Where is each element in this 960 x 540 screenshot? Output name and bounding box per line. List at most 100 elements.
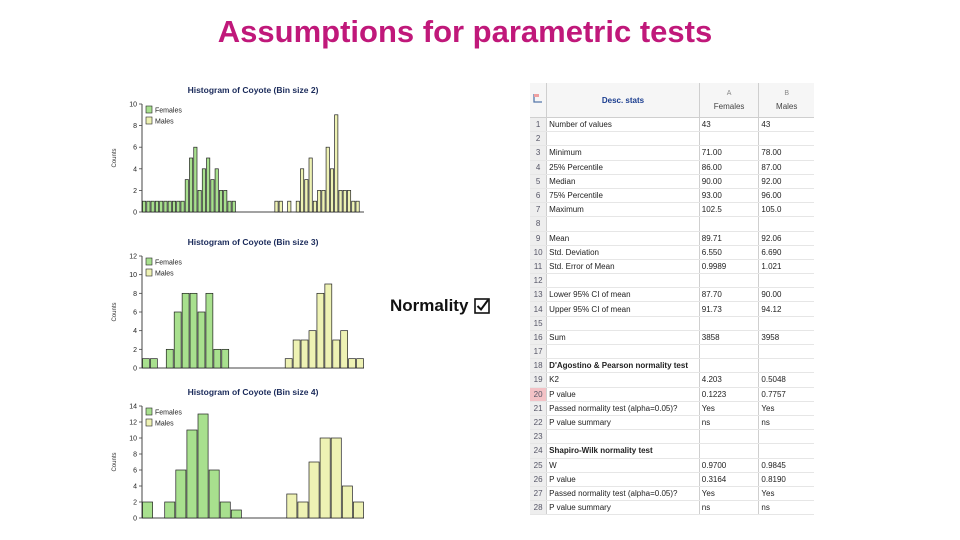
value-males[interactable]: 92.00	[758, 174, 814, 189]
value-females[interactable]: 4.203	[699, 372, 760, 388]
value-females[interactable]: 0.9989	[699, 259, 760, 275]
row-label[interactable]	[546, 273, 700, 289]
row-number[interactable]: 7	[530, 202, 548, 218]
value-females[interactable]: Yes	[699, 486, 760, 502]
row-label[interactable]: Upper 95% CI of mean	[546, 301, 700, 317]
value-females[interactable]: 89.71	[699, 231, 760, 246]
row-number[interactable]: 27	[530, 486, 548, 502]
row-number[interactable]: 12	[530, 273, 548, 289]
row-number[interactable]: 9	[530, 231, 548, 246]
row-label[interactable]: P value summary	[546, 500, 700, 516]
column-a-header[interactable]: A Females	[699, 83, 760, 118]
row-number[interactable]: 15	[530, 316, 548, 331]
row-number[interactable]: 18	[530, 358, 548, 374]
value-males[interactable]	[758, 443, 814, 459]
value-females[interactable]	[699, 316, 760, 331]
row-label[interactable]	[546, 344, 700, 360]
row-number[interactable]: 10	[530, 245, 548, 260]
value-females[interactable]: 102.5	[699, 202, 760, 218]
row-label[interactable]: Passed normality test (alpha=0.05)?	[546, 401, 700, 416]
row-number[interactable]: 1	[530, 117, 548, 133]
value-males[interactable]: 105.0	[758, 202, 814, 218]
value-males[interactable]: 0.8190	[758, 472, 814, 487]
value-females[interactable]: 87.70	[699, 287, 760, 303]
row-label[interactable]	[546, 316, 700, 331]
row-label[interactable]: 25% Percentile	[546, 160, 700, 175]
value-females[interactable]: 3858	[699, 330, 760, 346]
value-females[interactable]: 6.550	[699, 245, 760, 260]
row-number[interactable]: 22	[530, 415, 548, 431]
value-females[interactable]	[699, 358, 760, 374]
row-number[interactable]: 5	[530, 174, 548, 189]
value-females[interactable]: 0.3164	[699, 472, 760, 487]
row-label[interactable]: K2	[546, 372, 700, 388]
value-males[interactable]: 6.690	[758, 245, 814, 260]
value-males[interactable]: ns	[758, 415, 814, 431]
value-females[interactable]	[699, 443, 760, 459]
row-number[interactable]: 20	[530, 387, 548, 402]
row-number[interactable]: 16	[530, 330, 548, 346]
row-label[interactable]: Mean	[546, 231, 700, 246]
value-males[interactable]: 0.5048	[758, 372, 814, 388]
value-females[interactable]: 90.00	[699, 174, 760, 189]
row-label[interactable]: Passed normality test (alpha=0.05)?	[546, 486, 700, 502]
value-females[interactable]: 0.1223	[699, 387, 760, 402]
column-b-header[interactable]: B Males	[758, 83, 814, 118]
row-label[interactable]: D'Agostino & Pearson normality test	[546, 358, 700, 374]
row-number[interactable]: 14	[530, 301, 548, 317]
value-females[interactable]: ns	[699, 500, 760, 516]
row-label[interactable]: Shapiro-Wilk normality test	[546, 443, 700, 459]
value-males[interactable]	[758, 358, 814, 374]
row-number[interactable]: 3	[530, 145, 548, 161]
value-males[interactable]: 92.06	[758, 231, 814, 246]
row-label[interactable]: Std. Deviation	[546, 245, 700, 260]
row-label[interactable]: Minimum	[546, 145, 700, 161]
row-label[interactable]: Std. Error of Mean	[546, 259, 700, 275]
value-females[interactable]: 0.9700	[699, 458, 760, 473]
row-label[interactable]: Maximum	[546, 202, 700, 218]
row-number[interactable]: 28	[530, 500, 548, 516]
value-males[interactable]: 0.7757	[758, 387, 814, 402]
value-males[interactable]	[758, 429, 814, 445]
row-number[interactable]: 8	[530, 216, 548, 232]
value-females[interactable]: 91.73	[699, 301, 760, 317]
value-females[interactable]	[699, 216, 760, 232]
value-males[interactable]: ns	[758, 500, 814, 516]
row-label[interactable]: Sum	[546, 330, 700, 346]
value-males[interactable]	[758, 316, 814, 331]
sheet-corner[interactable]	[530, 83, 548, 118]
value-females[interactable]	[699, 131, 760, 147]
row-number[interactable]: 21	[530, 401, 548, 416]
row-label[interactable]	[546, 131, 700, 147]
row-number[interactable]: 24	[530, 443, 548, 459]
row-number[interactable]: 23	[530, 429, 548, 445]
value-males[interactable]: 90.00	[758, 287, 814, 303]
value-females[interactable]: 86.00	[699, 160, 760, 175]
value-males[interactable]	[758, 273, 814, 289]
row-number[interactable]: 6	[530, 188, 548, 204]
row-label[interactable]: 75% Percentile	[546, 188, 700, 204]
row-label[interactable]: W	[546, 458, 700, 473]
row-label[interactable]	[546, 429, 700, 445]
row-number[interactable]: 4	[530, 160, 548, 175]
row-number[interactable]: 11	[530, 259, 548, 275]
row-label[interactable]: P value	[546, 472, 700, 487]
value-females[interactable]: ns	[699, 415, 760, 431]
row-label[interactable]: P value summary	[546, 415, 700, 431]
value-males[interactable]: 87.00	[758, 160, 814, 175]
value-males[interactable]: 3958	[758, 330, 814, 346]
value-males[interactable]	[758, 344, 814, 360]
value-females[interactable]: 43	[699, 117, 760, 133]
row-number[interactable]: 17	[530, 344, 548, 360]
value-females[interactable]: 71.00	[699, 145, 760, 161]
value-males[interactable]: Yes	[758, 486, 814, 502]
value-males[interactable]: 94.12	[758, 301, 814, 317]
value-males[interactable]: 1.021	[758, 259, 814, 275]
value-males[interactable]: 43	[758, 117, 814, 133]
value-males[interactable]	[758, 216, 814, 232]
row-label[interactable]: Median	[546, 174, 700, 189]
row-label[interactable]	[546, 216, 700, 232]
value-males[interactable]: 78.00	[758, 145, 814, 161]
row-label[interactable]: P value	[546, 387, 700, 402]
row-number[interactable]: 25	[530, 458, 548, 473]
